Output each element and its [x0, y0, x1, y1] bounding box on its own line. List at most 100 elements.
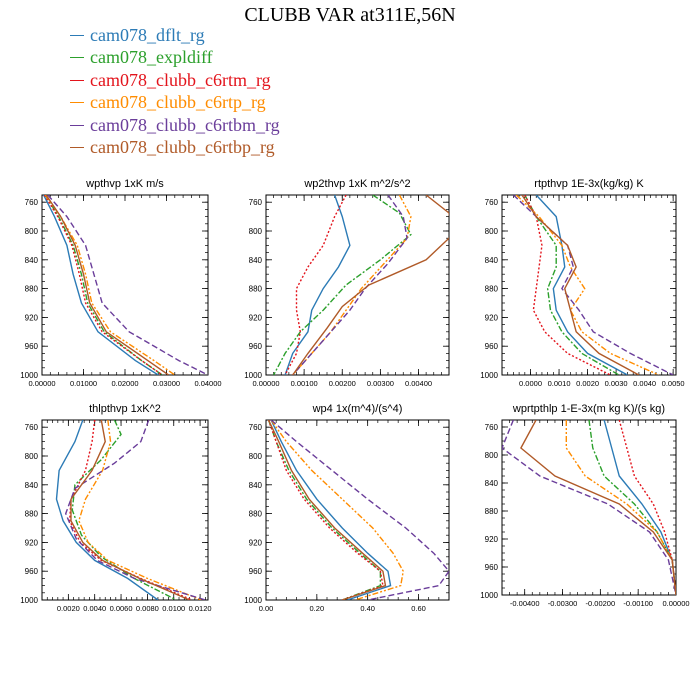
x-tick-label: 0.0040	[83, 604, 106, 613]
y-tick-label: 920	[249, 538, 263, 547]
y-tick-label: 800	[25, 227, 39, 236]
y-tick-label: 800	[249, 227, 263, 236]
x-tick-label: 0.00400	[405, 379, 432, 388]
y-tick-label: 920	[25, 313, 39, 322]
series-line-cam078_dflt_rg	[284, 195, 351, 375]
plot-frame	[501, 419, 677, 596]
y-tick-label: 880	[25, 285, 39, 294]
series-line-cam078_clubb_c6rtbm_rg	[502, 420, 676, 595]
series-line-cam078_clubb_c6rtbp_rg	[267, 420, 387, 600]
x-tick-label: 0.00100	[291, 379, 318, 388]
series-line-cam078_clubb_c6rtm_rg	[524, 195, 611, 375]
x-tick-label: 0.0080	[136, 604, 159, 613]
y-tick-label: 800	[485, 451, 499, 460]
y-tick-label: 760	[25, 198, 39, 207]
series-line-cam078_clubb_c6rtbp_rg	[521, 195, 640, 375]
x-tick-label: 0.0100	[162, 604, 185, 613]
series-line-cam078_clubb_c6rtm_rg	[284, 195, 347, 375]
series-line-cam078_dflt_rg	[55, 420, 159, 600]
y-tick-label: 840	[25, 481, 39, 490]
legend-item: cam078_clubb_c6rtp_rg	[70, 92, 280, 115]
x-tick-label: 0.00	[259, 604, 274, 613]
y-tick-label: 840	[249, 481, 263, 490]
series-line-cam078_dflt_rg	[270, 420, 392, 600]
chart-title: wpthvp 1xK m/s	[85, 178, 164, 190]
series-line-cam078_clubb_c6rtbm_rg	[270, 420, 449, 600]
y-tick-label: 1000	[20, 371, 38, 380]
chart-panel: wpthvp 1xK m/s 760 800 840 880 920 960 10000.00…	[20, 178, 221, 388]
y-tick-label: 880	[25, 510, 39, 519]
y-tick-label: 760	[249, 198, 263, 207]
x-tick-label: 0.00000	[28, 379, 55, 388]
plot-frame	[265, 419, 450, 601]
series-line-cam078_clubb_c6rtbp_rg	[292, 195, 449, 375]
y-tick-label: 920	[249, 313, 263, 322]
legend-swatch	[70, 79, 84, 81]
x-tick-label: 0.01000	[70, 379, 97, 388]
legend-label: cam078_clubb_c6rtbm_rg	[90, 114, 280, 135]
plot-frame	[265, 194, 450, 376]
x-tick-label: 0.0030	[605, 379, 628, 388]
y-tick-label: 1000	[480, 591, 498, 600]
x-tick-label: -0.00400	[510, 599, 540, 608]
legend-swatch	[70, 102, 84, 104]
legend-item: cam078_clubb_c6rtm_rg	[70, 69, 280, 92]
legend-swatch	[70, 147, 84, 149]
y-tick-label: 760	[485, 423, 499, 432]
series-line-cam078_clubb_c6rtp_rg	[565, 420, 676, 595]
series-line-cam078_dflt_rg	[603, 420, 676, 595]
chart-title: wprtpthlp 1-E-3x(m kg K)/(s kg)	[512, 403, 665, 415]
series-line-cam078_clubb_c6rtbm_rg	[47, 195, 208, 375]
series-line-cam078_clubb_c6rtp_rg	[270, 420, 404, 600]
y-tick-label: 840	[485, 479, 499, 488]
legend-label: cam078_dflt_rg	[90, 24, 205, 45]
chart-panel: thlpthvp 1xK^2 760 800 840 880 920 960 1000 0.00…	[20, 403, 211, 613]
legend-label: cam078_expldiff	[90, 47, 213, 68]
y-tick-label: 1000	[244, 371, 262, 380]
y-tick-label: 920	[485, 535, 499, 544]
chart-panel: rtpthvp 1E-3x(kg/kg) K 760 800 840 880 920 960…	[480, 178, 684, 388]
x-tick-label: 0.03000	[153, 379, 180, 388]
series-line-cam078_clubb_c6rtp_rg	[44, 195, 176, 375]
x-tick-label: 0.0040	[633, 379, 656, 388]
legend-item: cam078_expldiff	[70, 47, 280, 70]
y-tick-label: 800	[485, 227, 499, 236]
series-line-cam078_expldiff	[44, 195, 163, 375]
chart-panel: wprtpthlp 1-E-3x(m kg K)/(s kg) 760 800 840…	[480, 403, 689, 608]
y-tick-label: 1000	[244, 596, 262, 605]
chart-title: wp2thvp 1xK m^2/s^2	[303, 178, 410, 190]
legend-swatch	[70, 34, 84, 36]
legend-swatch	[70, 124, 84, 126]
x-tick-label: -0.00200	[586, 599, 616, 608]
x-tick-label: 0.00000	[662, 599, 689, 608]
x-tick-label: -0.00100	[623, 599, 653, 608]
series-line-cam078_clubb_c6rtp_rg	[515, 195, 660, 375]
series-line-cam078_expldiff	[588, 420, 676, 595]
x-tick-label: 0.04000	[194, 379, 221, 388]
series-line-cam078_clubb_c6rtm_rg	[618, 420, 676, 595]
x-tick-label: 0.0010	[548, 379, 571, 388]
legend-swatch	[70, 57, 84, 59]
x-tick-label: 0.00000	[252, 379, 279, 388]
series-line-cam078_clubb_c6rtm_rg	[68, 420, 193, 600]
legend-item: cam078_clubb_c6rtbm_rg	[70, 114, 280, 137]
series-line-cam078_clubb_c6rtbp_rg	[45, 195, 169, 375]
plot-frame	[501, 194, 677, 376]
y-tick-label: 960	[25, 567, 39, 576]
y-tick-label: 1000	[480, 371, 498, 380]
y-tick-label: 800	[249, 452, 263, 461]
legend-label: cam078_clubb_c6rtbp_rg	[90, 137, 275, 158]
x-tick-label: 0.0060	[110, 604, 133, 613]
series-line-cam078_clubb_c6rtp_rg	[78, 420, 202, 600]
series-line-cam078_clubb_c6rtbm_rg	[64, 420, 206, 600]
chart-title: thlpthvp 1xK^2	[89, 403, 161, 415]
y-tick-label: 760	[25, 423, 39, 432]
y-tick-label: 960	[249, 342, 263, 351]
y-tick-label: 960	[485, 342, 499, 351]
plot-frame	[41, 419, 209, 601]
x-tick-label: 0.20	[310, 604, 325, 613]
y-tick-label: 960	[25, 342, 39, 351]
series-line-cam078_dflt_rg	[535, 195, 628, 375]
y-tick-label: 920	[25, 538, 39, 547]
